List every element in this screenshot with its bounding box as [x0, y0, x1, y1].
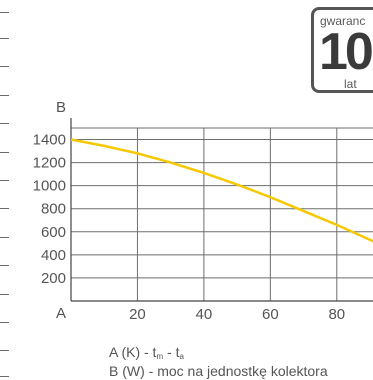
- y-tick-label: 400: [41, 247, 66, 264]
- badge-top-text: gwaranc: [320, 14, 366, 28]
- axis-layer: [70, 118, 373, 302]
- badge-number: 10: [319, 23, 373, 81]
- label-layer: 200 400 600 800 1000 1200 1400 20 40 60 80 B A: [33, 99, 346, 323]
- chart-legend: A (K) - tm - ta B (W) - moc na jednostkę…: [109, 345, 328, 379]
- left-edge-rules: [0, 0, 10, 380]
- legend-line-b: B (W) - moc na jednostkę kolektora: [109, 363, 328, 379]
- legend-line-a: A (K) - tm - ta: [109, 344, 184, 362]
- y-tick-label: 1400: [33, 132, 66, 149]
- x-tick-label: 40: [196, 306, 213, 323]
- x-tick-label: 20: [129, 306, 146, 323]
- warranty-badge: gwaranc 10 lat: [311, 7, 373, 93]
- series-line: [70, 138, 373, 243]
- series-layer: [70, 138, 373, 243]
- y-tick-label: 1000: [33, 178, 66, 195]
- y-tick-label: 1200: [33, 155, 66, 172]
- x-axis-letter: A: [56, 305, 66, 322]
- y-axis-letter: B: [56, 99, 66, 116]
- x-tick-label: 60: [262, 306, 279, 323]
- y-tick-label: 600: [41, 224, 66, 241]
- y-tick-label: 800: [41, 201, 66, 218]
- x-tick-label: 80: [328, 306, 345, 323]
- y-tick-label: 200: [41, 270, 66, 287]
- grid-layer: [71, 127, 373, 301]
- badge-bottom-text: lat: [344, 77, 357, 91]
